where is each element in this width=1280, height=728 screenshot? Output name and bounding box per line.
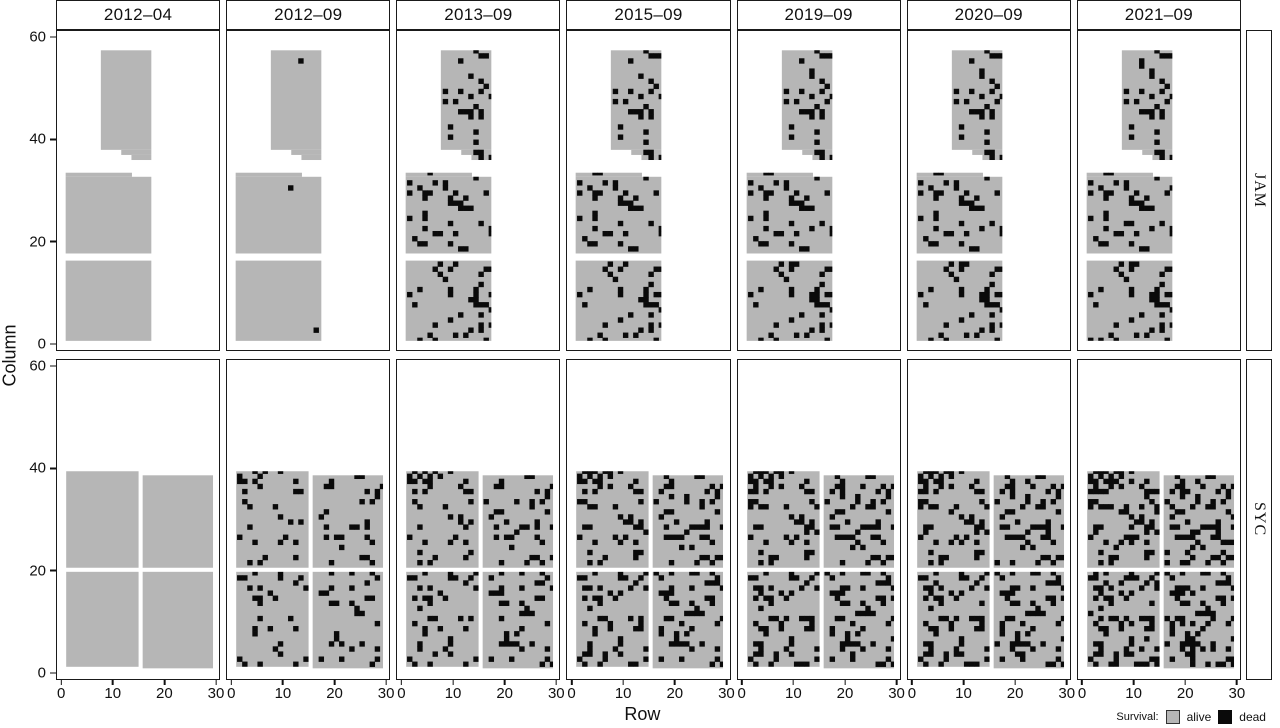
legend-title: Survival: xyxy=(1116,711,1159,723)
facet-panel-JAM-2012-09 xyxy=(226,30,391,351)
x-axis-ticks: 0 10 20 30 xyxy=(1077,680,1245,703)
x-tick: 0 xyxy=(57,680,65,703)
x-tick: 10 xyxy=(955,680,972,703)
facet-panel-JAM-2019-09 xyxy=(736,30,901,351)
x-tick: 20 xyxy=(156,680,173,703)
facet-title-strip: 2021–09 xyxy=(1076,0,1241,30)
legend-swatch-dead-icon xyxy=(1218,710,1233,724)
facet-panel-SYC-2020-09 xyxy=(906,359,1071,680)
x-axis-ticks: 0 10 20 30 xyxy=(566,680,735,703)
x-tick: 10 xyxy=(445,680,461,703)
legend-label-alive: alive xyxy=(1186,710,1212,724)
x-tick: 0 xyxy=(397,680,406,703)
x-tick: 10 xyxy=(275,680,291,703)
x-tick: 20 xyxy=(837,680,853,703)
facet-panel-SYC-2013-09 xyxy=(396,359,561,680)
facet-panel-SYC-2012-09 xyxy=(226,359,391,680)
facet-panel-JAM-2021-09 xyxy=(1076,30,1241,351)
facet-title-strip: 2012–09 xyxy=(226,0,391,30)
x-tick: 0 xyxy=(1078,680,1086,703)
y-tick: 40 xyxy=(29,132,56,147)
x-tick: 30 xyxy=(1058,680,1075,703)
x-tick: 20 xyxy=(326,680,343,703)
facet-title-strip: 2019–09 xyxy=(736,0,901,30)
x-axis-ticks: 0 10 20 30 xyxy=(907,680,1075,703)
legend-label-dead: dead xyxy=(1239,710,1266,724)
y-axis-title-wrap: Column xyxy=(0,30,20,680)
x-tick: 30 xyxy=(1229,680,1245,703)
x-tick: 0 xyxy=(567,680,576,703)
x-tick: 30 xyxy=(718,680,735,703)
x-tick: 30 xyxy=(208,680,224,703)
x-axis-ticks: 0 10 20 30 xyxy=(226,680,394,703)
facet-title-strip: 2013–09 xyxy=(396,0,561,30)
x-axis-ticks: 0 10 20 30 xyxy=(56,680,224,703)
y-tick: 0 xyxy=(38,665,56,680)
y-axis-title: Column xyxy=(0,323,20,387)
x-tick: 10 xyxy=(1125,680,1142,703)
x-tick: 20 xyxy=(1177,680,1194,703)
x-tick: 0 xyxy=(227,680,235,703)
facet-panel-SYC-2015-09 xyxy=(566,359,731,680)
facet-panel-JAM-2015-09 xyxy=(566,30,731,351)
legend-swatch-alive-icon xyxy=(1165,710,1180,724)
bottom-axis-row: Row Survival: alive dead xyxy=(0,702,1272,728)
y-tick: 60 xyxy=(29,359,56,374)
facet-row-strip-jam: JAM xyxy=(1245,30,1272,351)
facet-title-strip: 2020–09 xyxy=(906,0,1071,30)
facet-panel-SYC-2021-09 xyxy=(1076,359,1241,680)
x-axis-ticks: 0 10 20 30 xyxy=(396,680,565,703)
y-tick: 0 xyxy=(38,336,56,351)
x-tick: 20 xyxy=(496,680,513,703)
facet-panel-JAM-2012-04 xyxy=(56,30,221,351)
x-axis-ticks: 0 10 20 30 xyxy=(737,680,905,703)
x-tick: 30 xyxy=(378,680,394,703)
y-axis-ticks: 0 20 40 60 xyxy=(20,359,56,680)
x-tick: 30 xyxy=(548,680,565,703)
facet-panel-SYC-2012-04 xyxy=(56,359,221,680)
x-tick: 0 xyxy=(738,680,746,703)
facet-title-strip: 2015–09 xyxy=(566,0,731,30)
y-axis-ticks: 0 20 40 60 xyxy=(20,30,56,351)
y-tick: 20 xyxy=(29,234,56,249)
x-tick: 10 xyxy=(785,680,802,703)
x-axis-title: Row xyxy=(624,704,661,724)
y-tick: 60 xyxy=(29,30,56,45)
facet-row-strip-syc: SYC xyxy=(1245,359,1272,680)
facet-title-strip: 2012–04 xyxy=(56,0,221,30)
legend: Survival: alive dead xyxy=(1116,710,1266,724)
x-tick: 20 xyxy=(1007,680,1023,703)
y-tick: 40 xyxy=(29,461,56,476)
facet-panel-JAM-2020-09 xyxy=(906,30,1071,351)
facet-panel-JAM-2013-09 xyxy=(396,30,561,351)
x-tick: 10 xyxy=(615,680,632,703)
x-tick: 10 xyxy=(104,680,121,703)
x-tick: 30 xyxy=(888,680,905,703)
y-tick: 20 xyxy=(29,563,56,578)
x-tick: 0 xyxy=(908,680,916,703)
x-tick: 20 xyxy=(666,680,683,703)
facet-panel-SYC-2019-09 xyxy=(736,359,901,680)
